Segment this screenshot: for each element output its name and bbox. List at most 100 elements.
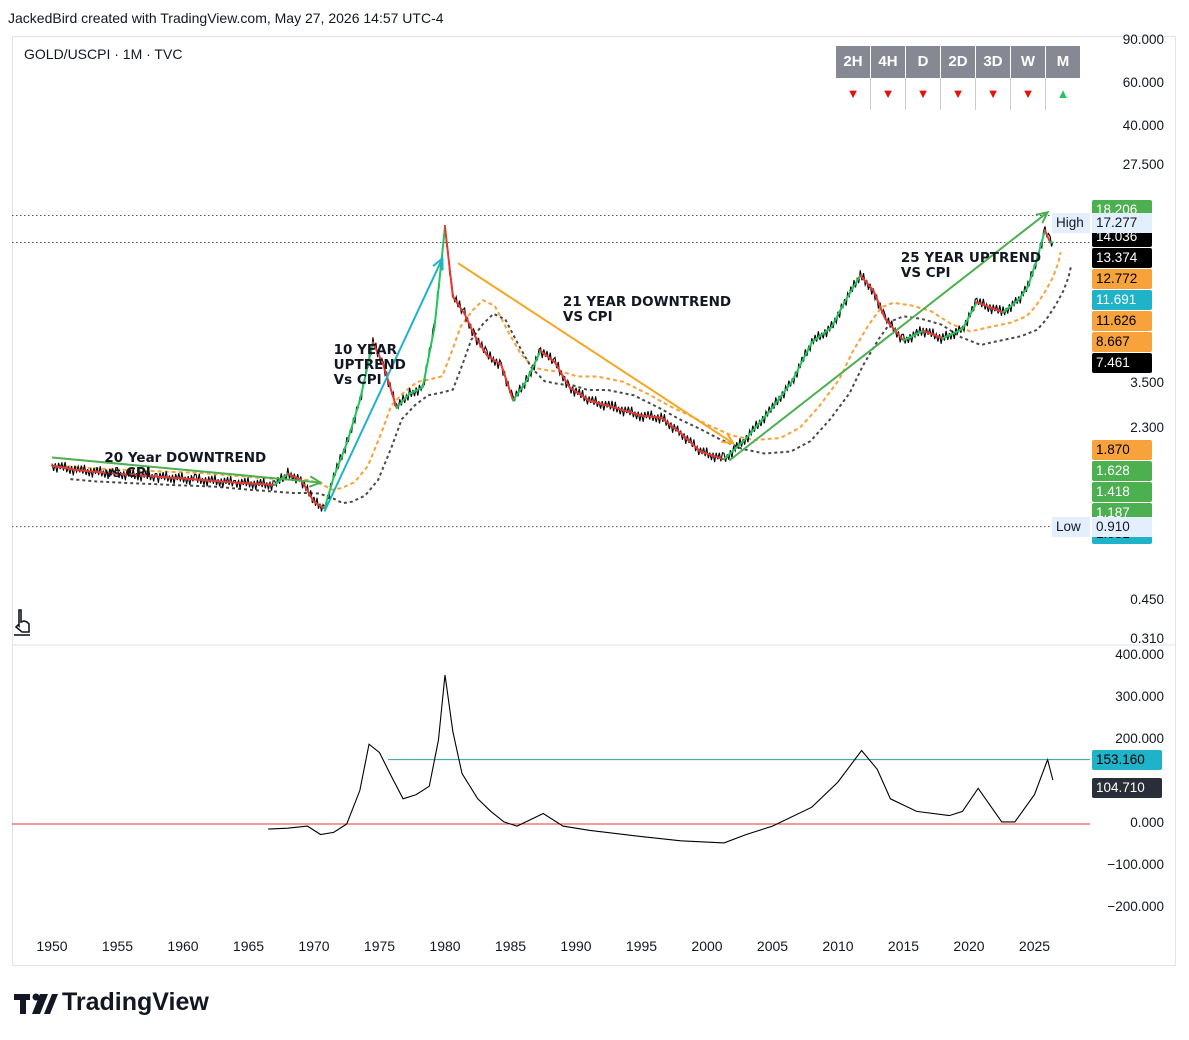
low-value: 0.910 [1092,516,1152,537]
trend-segment [116,472,158,478]
timeframe-label: 2D [941,46,975,78]
trend-segment [77,469,119,475]
trend-segment [332,442,348,479]
timeframe-divider [870,78,871,110]
timeframe-4h[interactable]: 4H ▼ [871,46,905,110]
trend-segment [358,341,374,402]
x-axis-tick-label: 1965 [232,938,265,954]
price-scale-label: 3.500 [1130,375,1164,391]
x-axis-tick-label: 1990 [560,938,592,954]
trend-segment [810,326,833,344]
trend-segment [463,312,477,338]
osc-scale-label: 0.000 [1130,815,1164,830]
tradingview-logo-icon [14,993,58,1014]
trend-segment [286,472,302,481]
timeframe-label: 4H [871,46,905,78]
trend-segment [485,354,503,366]
x-axis-tick-label: 1970 [298,938,330,954]
timeframe-2d[interactable]: 2D ▼ [941,46,975,110]
trend-down-icon: ▼ [881,86,895,101]
price-scale-label: 60.000 [1122,74,1164,90]
price-scale-label: 0.450 [1130,592,1164,607]
trend-segment [1043,229,1052,244]
osc-scale-label: −200.000 [1107,899,1164,914]
trend-segment [195,478,237,484]
trend-segment [474,335,488,357]
timeframe-label: 2H [836,46,870,78]
trend-segment [395,392,411,409]
trend-segment [500,363,515,402]
high-label: High [1052,213,1090,234]
trend-segment [1017,285,1029,301]
trend-segment [554,361,571,389]
osc-scale-label: −100.000 [1107,857,1164,872]
chart-annotation: 10 YEAR UPTREND Vs CPI [333,342,406,388]
trend-segment [1002,298,1020,314]
x-axis-tick-label: 2015 [887,938,920,954]
price-scale-label: 90.000 [1122,32,1164,47]
x-axis-tick-label: 2025 [1018,938,1051,954]
arrow-10y-uptrend-head [432,256,444,271]
timeframe-2h[interactable]: 2H ▼ [836,46,870,110]
trend-segment [791,341,813,383]
trend-segment [512,380,528,402]
trend-segment [872,289,887,320]
trend-segment [640,414,663,419]
trend-segment [830,301,846,329]
trend-segment [568,386,591,402]
price-tag: 7.461 [1092,353,1152,374]
trend-segment [723,437,748,461]
trend-segment [371,341,385,366]
timeframe-w[interactable]: W ▼ [1011,46,1045,110]
trend-segment [155,475,198,481]
x-axis-tick-label: 1975 [363,938,396,954]
trend-segment [1036,229,1046,260]
chart-frame[interactable] [12,36,1176,966]
low-label: Low [1052,516,1090,537]
timeframe-label: M [1046,46,1080,78]
chart-annotation: 21 YEAR DOWNTREND VS CPI [562,294,732,325]
trend-segment [299,478,315,503]
x-axis-tick-label: 1980 [429,938,461,954]
symbol-label: GOLD/USCPI · 1M · TVC [24,46,183,62]
trend-segment [679,432,702,453]
x-axis-tick-label: 2005 [756,938,789,954]
timeframe-label: 3D [976,46,1010,78]
x-axis-tick-label: 2010 [822,938,854,954]
trend-segment [843,274,862,304]
x-axis-tick-label: 1955 [101,938,134,954]
price-tag: 11.626 [1092,311,1152,332]
osc-scale-label: 200.000 [1115,731,1164,746]
osc-tag: 104.710 [1092,778,1162,799]
x-axis-tick-label: 1995 [625,938,658,954]
hand-pointer-icon[interactable] [10,608,34,638]
price-tag: 1.870 [1092,440,1152,461]
osc-series-line [268,674,1054,844]
price-tag: 1.628 [1092,461,1152,482]
trend-segment [313,500,326,510]
trend-segment [323,476,335,510]
timeframe-divider [1010,78,1011,110]
price-tag: 8.667 [1092,332,1152,353]
timeframe-m[interactable]: M ▲ [1046,46,1080,110]
trend-segment [771,380,794,409]
x-axis-tick-label: 2020 [953,938,985,954]
ma-orange-line [59,251,1062,491]
tradingview-logo-text: TradingView [62,988,209,1016]
x-axis-tick-label: 1950 [36,938,68,954]
timeframe-d[interactable]: D ▼ [906,46,940,110]
timeframe-trend-panel: 2H ▼ 4H ▼ D ▼ 2D ▼ 3D ▼ W ▼ M ▲ [836,46,1080,110]
timeframe-3d[interactable]: 3D ▼ [976,46,1010,110]
price-scale-label: 2.300 [1130,419,1164,435]
trend-segment [444,225,454,298]
trend-segment [961,301,978,331]
trend-down-icon: ▼ [1021,86,1035,101]
osc-tag: 153.160 [1092,749,1162,770]
chart-annotation: 25 YEAR UPTREND VS CPI [900,250,1042,281]
price-tag: 11.691 [1092,290,1152,311]
trend-segment [922,329,944,340]
x-axis-tick-label: 2000 [691,938,723,954]
trend-down-icon: ▼ [916,86,930,101]
trend-segment [451,295,466,315]
